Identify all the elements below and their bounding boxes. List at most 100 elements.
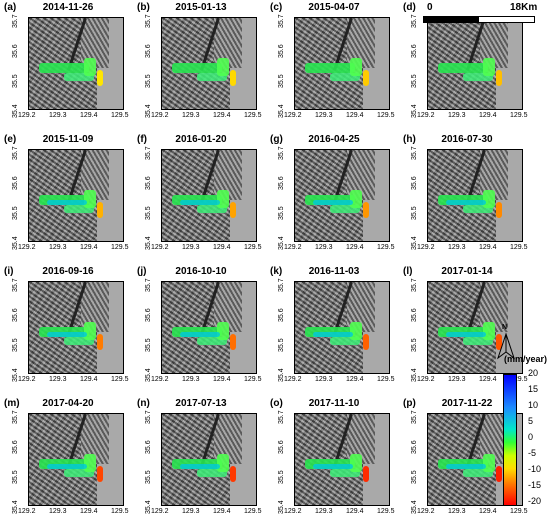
y-tick-label: 35.7 [145,278,152,292]
x-tick-label: 129.2 [417,244,435,251]
map-image [427,17,523,110]
deformation-area [64,205,94,213]
deformation-area [97,70,103,86]
x-tick-label: 129.4 [479,112,497,119]
x-tick-label: 129.4 [80,244,98,251]
y-tick-label: 35.7 [411,14,418,28]
map-image [28,17,124,110]
panel-label: (g) [270,134,283,145]
scale-bar-black-segment [423,16,480,23]
map-image [294,149,390,242]
panel-label: (m) [4,398,20,409]
panel-label: (d) [403,2,416,13]
panel-date: 2015-01-13 [175,2,227,13]
deformation-area [330,205,360,213]
x-tick-label: 129.3 [182,508,200,515]
colorbar-unit: (mm/year) [504,354,548,364]
deformation-area [446,200,486,205]
x-tick-label: 129.4 [346,112,364,119]
deformation-area [97,466,103,482]
panel-label: (c) [270,2,283,13]
panel-label: (f) [137,134,147,145]
map-image [28,413,124,506]
x-tick-label: 129.2 [284,244,302,251]
x-tick-label: 129.4 [80,376,98,383]
panel-date: 2016-04-25 [308,134,360,145]
y-tick-label: 35.5 [278,206,285,220]
colorbar-tick-label: 0 [528,432,534,442]
panel-date: 2017-11-10 [308,398,360,409]
x-tick-label: 129.4 [479,376,497,383]
y-tick-label: 35.5 [12,470,19,484]
x-tick-label: 129.2 [417,112,435,119]
map-panel: (f) 2016-01-20 35.4 35.5 35.6 35.7 129.2 129.3 1… [137,134,265,251]
deformation-area [84,322,96,340]
x-tick-label: 129.3 [315,508,333,515]
panel-label: (b) [137,2,150,13]
x-tick-label: 129.5 [510,244,528,251]
x-tick-label: 129.2 [151,376,169,383]
x-tick-label: 129.2 [151,508,169,515]
deformation-area [463,73,493,81]
y-tick-label: 35.5 [145,74,152,88]
map-panel: (h) 2016-07-30 35.4 35.5 35.6 35.7 129.2 129.3 1… [403,134,531,251]
map-panel: (g) 2016-04-25 35.4 35.5 35.6 35.7 129.2 129.3 1… [270,134,398,251]
north-arrow-icon [497,332,515,360]
y-tick-label: 35.5 [12,206,19,220]
y-tick-label: 35.7 [12,410,19,424]
deformation-area [350,322,362,340]
y-tick-label: 35.7 [411,278,418,292]
x-tick-label: 129.5 [510,376,528,383]
panel-date: 2017-04-20 [42,398,94,409]
x-tick-label: 129.4 [80,508,98,515]
deformation-area [438,63,488,73]
deformation-area [197,337,227,345]
map-panel: (m) 2017-04-20 35.4 35.5 35.6 35.7 129.2 129.3 1… [4,398,132,515]
x-tick-label: 129.3 [448,112,466,119]
y-tick-label: 35.5 [411,470,418,484]
map-panel: (l) 2017-01-14 35.4 35.5 35.6 35.7 129.2 129.3 1… [403,266,531,383]
y-tick-label: 35.6 [278,44,285,58]
panel-date: 2014-11-26 [42,2,94,13]
y-tick-label: 35.7 [145,146,152,160]
map-panel: (b) 2015-01-13 35.4 35.5 35.6 35.7 129.2 129.3 1… [137,2,265,119]
x-tick-label: 129.4 [346,376,364,383]
map-image [28,281,124,374]
panel-date: 2015-11-09 [42,134,94,145]
deformation-area [483,454,495,472]
x-tick-label: 129.2 [151,112,169,119]
x-tick-label: 129.4 [213,376,231,383]
x-tick-label: 129.5 [111,244,129,251]
x-tick-label: 129.3 [49,376,67,383]
panel-date: 2017-07-13 [175,398,227,409]
colorbar-tick-label: 20 [528,368,539,378]
deformation-area [197,205,227,213]
north-arrow: N [494,324,518,364]
x-tick-label: 129.5 [377,244,395,251]
deformation-area [496,466,502,482]
panel-label: (n) [137,398,150,409]
map-image [294,413,390,506]
panel-date: 2016-07-30 [441,134,493,145]
x-tick-label: 129.5 [377,112,395,119]
x-tick-label: 129.5 [244,112,262,119]
x-tick-label: 129.3 [182,112,200,119]
map-image [427,149,523,242]
panel-label: (o) [270,398,283,409]
deformation-area [172,63,222,73]
y-tick-label: 35.6 [12,308,19,322]
deformation-area [483,322,495,340]
deformation-area [446,332,486,337]
x-tick-label: 129.4 [80,112,98,119]
y-tick-label: 35.7 [278,14,285,28]
deformation-area [230,202,236,218]
y-tick-label: 35.6 [12,44,19,58]
deformation-area [180,332,220,337]
colorbar-tick-label: -20 [528,496,542,506]
x-tick-label: 129.5 [111,112,129,119]
panel-label: (k) [270,266,283,277]
deformation-area [350,58,362,76]
panel-date: 2016-01-20 [175,134,227,145]
map-image [161,281,257,374]
x-tick-label: 129.4 [479,244,497,251]
